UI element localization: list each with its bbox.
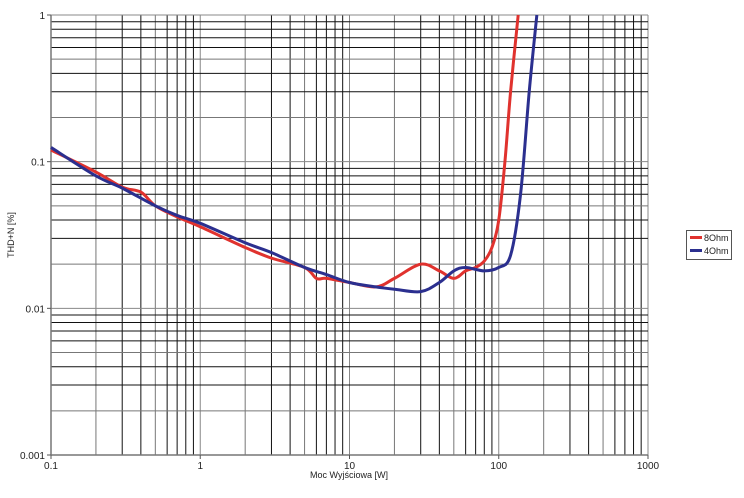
x-tick-label: 10 — [344, 461, 356, 472]
legend: 8Ohm 4Ohm — [686, 230, 732, 260]
x-tick-label: 1000 — [637, 461, 660, 472]
legend-label: 8Ohm — [704, 232, 729, 243]
axes: 0.1 1 10 100 1000 0.001 0.01 0.1 1 — [20, 11, 660, 472]
y-tick-label: 1 — [39, 11, 45, 22]
x-tick-label: 0.1 — [44, 461, 58, 472]
series-line-8ohm — [50, 14, 520, 289]
y-tick-label: 0.1 — [31, 158, 45, 169]
legend-label: 4Ohm — [704, 245, 729, 256]
y-tick-label: 0.01 — [26, 304, 46, 315]
y-tick-label: 0.001 — [20, 451, 45, 462]
x-axis-label: Moc Wyjściowa [W] — [310, 470, 388, 480]
data-series — [50, 14, 539, 294]
legend-swatch-blue — [690, 249, 702, 252]
grid-lines — [50, 14, 649, 456]
x-tick-label: 1 — [197, 461, 203, 472]
y-axis-label: THD+N [%] — [6, 212, 16, 258]
legend-item-8ohm: 8Ohm — [687, 231, 731, 244]
legend-item-4ohm: 4Ohm — [687, 244, 731, 257]
series-line-4ohm — [50, 14, 539, 294]
x-tick-label: 100 — [490, 461, 507, 472]
legend-swatch-red — [690, 236, 702, 239]
